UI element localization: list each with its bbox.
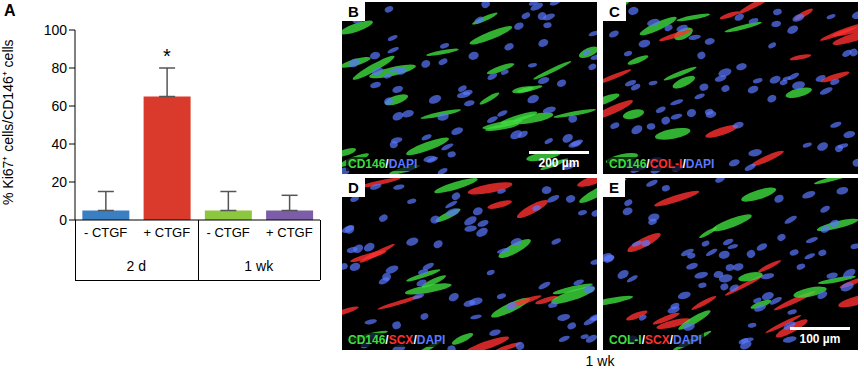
html-text:D: D <box>348 179 359 196</box>
html-text:2 d: 2 d <box>126 258 146 274</box>
svg-text:*: * <box>163 45 171 67</box>
svg-text:+ CTGF: + CTGF <box>266 225 313 240</box>
svg-text:0: 0 <box>59 212 67 228</box>
svg-text:60: 60 <box>51 98 67 114</box>
html-text:A: A <box>4 2 16 19</box>
svg-text:- CTGF: - CTGF <box>206 225 249 240</box>
svg-text:+ CTGF: + CTGF <box>144 225 191 240</box>
html-text:E: E <box>609 179 619 196</box>
html-text:200 µm: 200 µm <box>538 156 580 170</box>
svg-text:80: 80 <box>51 60 67 76</box>
svg-text:% Ki67⁺ cells/CD146⁺ cells: % Ki67⁺ cells/CD146⁺ cells <box>8 39 16 205</box>
html-text:1 wk: 1 wk <box>585 353 615 369</box>
svg-text:- CTGF: - CTGF <box>84 225 127 240</box>
html-text:100 µm: 100 µm <box>799 332 841 346</box>
html-text:1 wk: 1 wk <box>244 258 274 274</box>
svg-text:40: 40 <box>51 136 67 152</box>
html-text:CD146 / DAPI: CD146 / DAPI <box>348 157 418 171</box>
html-text:CD146 / SCX / DAPI: CD146 / SCX / DAPI <box>348 333 446 347</box>
html-text:COL-I / SCX / DAPI: COL-I / SCX / DAPI <box>609 333 702 347</box>
html-text:C: C <box>609 3 620 20</box>
html-text:B: B <box>348 3 359 20</box>
html-text:CD146 / COL-I / DAPI: CD146 / COL-I / DAPI <box>609 157 715 171</box>
svg-text:100: 100 <box>44 22 68 38</box>
svg-text:20: 20 <box>51 174 67 190</box>
